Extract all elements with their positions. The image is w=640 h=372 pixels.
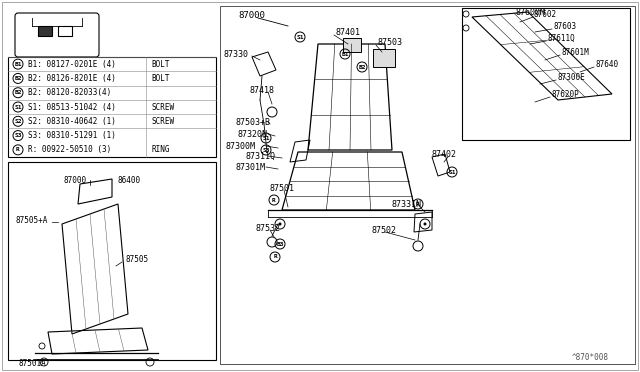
- Text: S1: S1: [14, 105, 22, 109]
- Text: 87532: 87532: [256, 224, 281, 232]
- Bar: [58, 26, 72, 36]
- Text: ^870*008: ^870*008: [572, 353, 609, 362]
- Text: 87505+A: 87505+A: [16, 215, 49, 224]
- Circle shape: [424, 222, 426, 225]
- Text: B2: B2: [358, 64, 365, 70]
- Text: 87601M: 87601M: [562, 48, 589, 57]
- Text: R: 00922-50510 (3): R: 00922-50510 (3): [28, 145, 111, 154]
- Text: 87603: 87603: [554, 22, 577, 31]
- Text: B1: B1: [14, 62, 22, 67]
- Text: S3: 08310-51291 (1): S3: 08310-51291 (1): [28, 131, 116, 140]
- Text: S3: S3: [14, 133, 22, 138]
- Circle shape: [278, 222, 282, 225]
- Text: B2: B2: [14, 76, 22, 81]
- Text: 87000: 87000: [63, 176, 86, 185]
- Text: SCREW: SCREW: [151, 117, 174, 126]
- Text: 87505: 87505: [125, 256, 148, 264]
- Text: 87503: 87503: [378, 38, 403, 46]
- Text: SCREW: SCREW: [151, 103, 174, 112]
- Text: 87331N: 87331N: [392, 199, 422, 208]
- Text: 87401: 87401: [335, 28, 360, 36]
- Text: 87320N: 87320N: [238, 129, 268, 138]
- Text: 87502: 87502: [372, 225, 397, 234]
- Text: B3: B3: [276, 241, 284, 247]
- Text: B2: 08120-82033(4): B2: 08120-82033(4): [28, 88, 111, 97]
- Text: 87311Q: 87311Q: [246, 151, 276, 160]
- Text: BOLT: BOLT: [151, 74, 170, 83]
- Bar: [373, 49, 395, 67]
- Text: 87501A: 87501A: [18, 359, 46, 369]
- Bar: [38, 26, 52, 36]
- Text: 86400: 86400: [118, 176, 141, 185]
- Text: 87620P: 87620P: [552, 90, 580, 99]
- Text: S2: S2: [14, 119, 22, 124]
- Bar: [8, 57, 216, 157]
- Text: 87402: 87402: [432, 150, 457, 158]
- Text: R: R: [416, 202, 420, 206]
- Text: R: R: [273, 254, 277, 260]
- Bar: [343, 38, 361, 52]
- Bar: [462, 8, 630, 140]
- Text: S1: 08513-51042 (4): S1: 08513-51042 (4): [28, 103, 116, 112]
- Text: S2: 08310-40642 (1): S2: 08310-40642 (1): [28, 117, 116, 126]
- Text: 87611Q: 87611Q: [548, 33, 576, 42]
- Bar: [8, 162, 216, 360]
- Text: B1: 08127-0201E (4): B1: 08127-0201E (4): [28, 60, 116, 69]
- Text: 87602: 87602: [534, 10, 557, 19]
- Text: 87300E: 87300E: [558, 73, 586, 81]
- Text: 87300M: 87300M: [226, 141, 256, 151]
- Text: 87501: 87501: [270, 183, 295, 192]
- Text: BOLT: BOLT: [151, 60, 170, 69]
- Text: S1: S1: [448, 170, 456, 174]
- Text: R: R: [272, 198, 276, 202]
- Text: 87600M: 87600M: [515, 7, 545, 16]
- Text: 87418: 87418: [250, 86, 275, 94]
- Text: B2: 08126-8201E (4): B2: 08126-8201E (4): [28, 74, 116, 83]
- Text: 87000: 87000: [238, 10, 265, 19]
- FancyBboxPatch shape: [15, 13, 99, 57]
- Text: 87330: 87330: [224, 49, 249, 58]
- Text: R: R: [16, 147, 20, 153]
- Text: 87301M: 87301M: [236, 163, 266, 171]
- Text: 87640: 87640: [596, 60, 619, 68]
- Text: B2: B2: [14, 90, 22, 95]
- Bar: [220, 6, 635, 364]
- Text: S1: S1: [262, 135, 269, 141]
- Text: RING: RING: [151, 145, 170, 154]
- Text: S3: S3: [262, 148, 269, 153]
- Text: 87503+B: 87503+B: [236, 118, 271, 126]
- Text: B1: B1: [341, 51, 349, 57]
- Text: S1: S1: [296, 35, 304, 39]
